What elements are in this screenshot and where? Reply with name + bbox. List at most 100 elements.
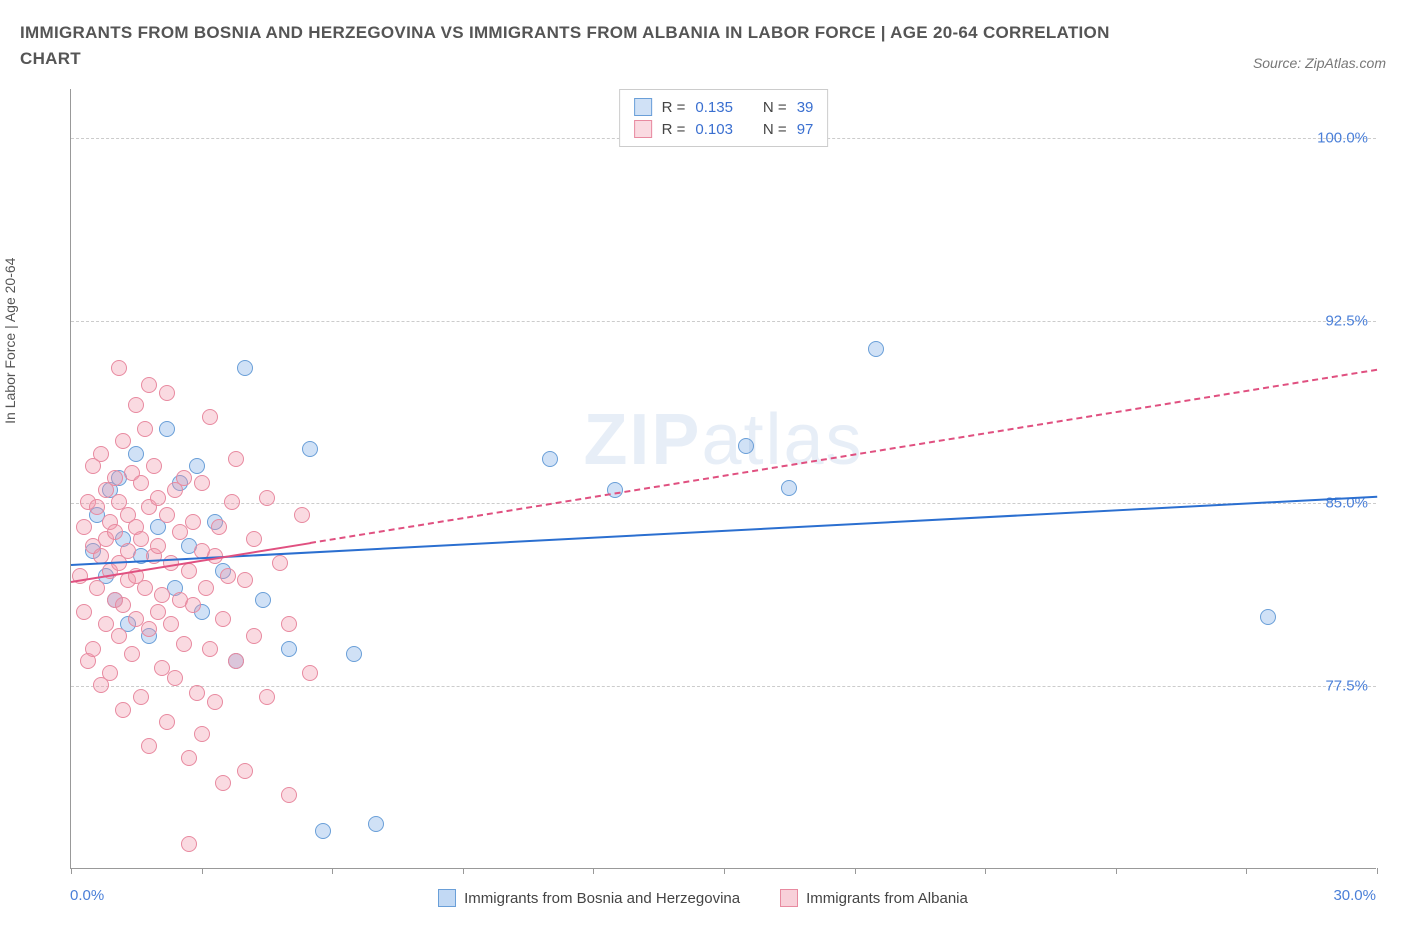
scatter-point-albania [150,604,166,620]
scatter-point-albania [259,490,275,506]
chart-header: IMMIGRANTS FROM BOSNIA AND HERZEGOVINA V… [20,20,1386,71]
n-label: N = [763,99,787,116]
y-tick-label: 100.0% [1317,129,1368,146]
source-attribution: Source: ZipAtlas.com [1253,55,1386,71]
stats-legend-row-albania: R =0.103N =97 [634,118,814,140]
scatter-point-albania [98,616,114,632]
scatter-point-bosnia [1260,609,1276,625]
legend-swatch [438,889,456,907]
scatter-point-albania [141,738,157,754]
scatter-point-albania [181,750,197,766]
scatter-point-bosnia [781,480,797,496]
scatter-point-albania [207,694,223,710]
x-tick [202,868,203,874]
scatter-point-bosnia [607,482,623,498]
scatter-point-albania [124,646,140,662]
x-tick [1377,868,1378,874]
scatter-point-albania [167,670,183,686]
scatter-point-albania [281,787,297,803]
r-value: 0.135 [695,99,733,116]
series-legend: Immigrants from Bosnia and Herzegovina Im… [20,889,1386,907]
legend-swatch [634,98,652,116]
scatter-point-albania [194,726,210,742]
x-tick [985,868,986,874]
scatter-point-albania [281,616,297,632]
y-tick-label: 77.5% [1325,678,1368,695]
scatter-point-albania [107,524,123,540]
scatter-point-albania [111,360,127,376]
trend-line-dashed [310,369,1377,544]
legend-item: Immigrants from Bosnia and Herzegovina [438,889,740,907]
scatter-point-bosnia [128,446,144,462]
scatter-point-albania [198,580,214,596]
r-label: R = [662,99,686,116]
gridline [71,321,1376,322]
scatter-point-bosnia [255,592,271,608]
scatter-point-albania [228,653,244,669]
scatter-point-bosnia [315,823,331,839]
scatter-point-albania [115,597,131,613]
scatter-point-albania [133,475,149,491]
chart-container: In Labor Force | Age 20-64 ZIPatlas R =0… [20,79,1386,919]
scatter-point-albania [107,470,123,486]
scatter-point-bosnia [159,421,175,437]
scatter-point-albania [181,836,197,852]
scatter-point-albania [194,475,210,491]
scatter-point-albania [215,775,231,791]
n-label: N = [763,121,787,138]
scatter-point-bosnia [237,360,253,376]
scatter-point-albania [215,611,231,627]
scatter-point-bosnia [302,441,318,457]
scatter-point-albania [133,531,149,547]
scatter-point-albania [89,499,105,515]
scatter-point-albania [237,763,253,779]
stats-legend-row-bosnia: R =0.135N =39 [634,96,814,118]
y-axis-title: In Labor Force | Age 20-64 [2,258,18,424]
legend-label: Immigrants from Bosnia and Herzegovina [464,890,740,907]
scatter-point-albania [211,519,227,535]
scatter-point-albania [302,665,318,681]
scatter-point-albania [93,446,109,462]
legend-swatch [780,889,798,907]
x-tick [1246,868,1247,874]
scatter-point-albania [133,689,149,705]
scatter-point-albania [181,563,197,579]
scatter-point-albania [102,665,118,681]
scatter-point-bosnia [346,646,362,662]
scatter-point-albania [185,597,201,613]
scatter-point-albania [159,507,175,523]
scatter-point-albania [76,519,92,535]
trend-line [71,496,1377,566]
scatter-point-bosnia [738,438,754,454]
scatter-point-albania [137,580,153,596]
scatter-point-albania [220,568,236,584]
scatter-point-albania [150,538,166,554]
scatter-point-albania [228,451,244,467]
x-tick [593,868,594,874]
scatter-point-albania [224,494,240,510]
scatter-point-albania [159,714,175,730]
scatter-point-albania [272,555,288,571]
scatter-point-albania [115,702,131,718]
stats-legend: R =0.135N =39R =0.103N =97 [619,89,829,147]
scatter-point-bosnia [281,641,297,657]
scatter-point-albania [76,604,92,620]
scatter-point-albania [111,628,127,644]
scatter-point-albania [141,621,157,637]
watermark-bold: ZIP [583,400,701,480]
scatter-point-albania [189,685,205,701]
scatter-point-albania [141,377,157,393]
scatter-point-albania [120,543,136,559]
scatter-point-albania [154,587,170,603]
scatter-point-albania [146,458,162,474]
legend-item: Immigrants from Albania [780,889,968,907]
x-tick [855,868,856,874]
scatter-point-albania [128,397,144,413]
scatter-point-albania [159,385,175,401]
legend-label: Immigrants from Albania [806,890,968,907]
scatter-point-bosnia [542,451,558,467]
scatter-point-albania [259,689,275,705]
scatter-point-albania [185,514,201,530]
scatter-point-bosnia [189,458,205,474]
x-tick [724,868,725,874]
